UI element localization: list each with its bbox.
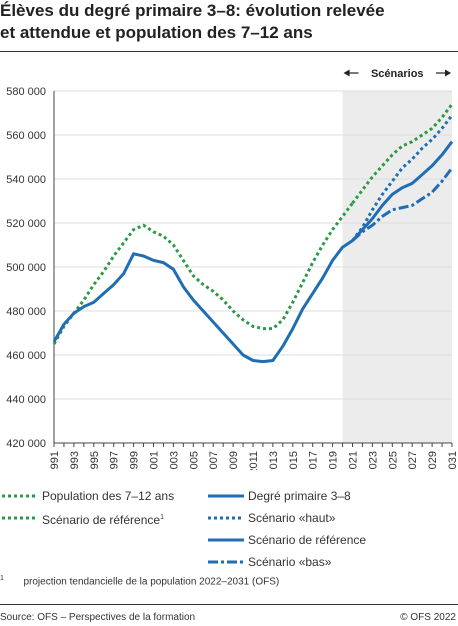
series-line-0 bbox=[52, 202, 354, 345]
x-tick-label: 2005 bbox=[188, 451, 200, 470]
legend: Population des 7–12 ans Scénario de réfé… bbox=[0, 488, 458, 569]
title-line-1: Élèves du degré primaire 3–8: évolution … bbox=[0, 1, 385, 20]
footnote-text: projection tendancielle de la population… bbox=[23, 576, 280, 588]
y-tick-label: 500 000 bbox=[6, 262, 46, 274]
x-tick-label: 1991 bbox=[49, 451, 61, 470]
title-line-2: et attendue et population des 7–12 ans bbox=[0, 23, 313, 42]
title-divider bbox=[0, 51, 458, 52]
x-tick-label: 2019 bbox=[328, 451, 340, 470]
x-tick-label: 1995 bbox=[89, 451, 101, 470]
x-tick-label: 2021 bbox=[348, 451, 360, 470]
series-line-5 bbox=[351, 167, 454, 242]
x-tick-label: 2023 bbox=[367, 451, 379, 470]
y-tick-label: 440 000 bbox=[6, 394, 46, 406]
y-tick-label: 420 000 bbox=[6, 438, 46, 450]
footnote: 1 projection tendancielle de la populati… bbox=[0, 575, 279, 587]
x-tick-label: 2001 bbox=[149, 451, 161, 470]
x-tick-label: 2009 bbox=[228, 451, 240, 470]
series-line-3 bbox=[351, 114, 454, 242]
x-tick-label: 2015 bbox=[288, 451, 300, 470]
scenario-arrowhead-left bbox=[343, 69, 350, 77]
x-tick-label: 2007 bbox=[208, 451, 220, 470]
legend-label-scenario-low: Scénario «bas» bbox=[248, 555, 332, 569]
legend-label-population: Population des 7–12 ans bbox=[42, 489, 175, 503]
series-line-1 bbox=[351, 103, 454, 205]
x-tick-label: 2017 bbox=[308, 451, 320, 470]
legend-label-pupils: Degré primaire 3–8 bbox=[248, 489, 351, 503]
scenario-arrowhead-right bbox=[445, 69, 451, 77]
y-tick-label: 580 000 bbox=[6, 86, 46, 98]
x-tick-label: 1999 bbox=[129, 451, 141, 470]
series-line-2 bbox=[52, 239, 354, 364]
y-tick-label: 540 000 bbox=[6, 174, 46, 186]
chart-title: Élèves du degré primaire 3–8: évolution … bbox=[0, 0, 458, 44]
copyright-text: © OFS 2022 bbox=[400, 612, 456, 623]
legend-label-scenario-high: Scénario «haut» bbox=[248, 511, 336, 525]
x-tick-label: 2027 bbox=[407, 451, 419, 470]
x-tick-label: 2003 bbox=[168, 451, 180, 470]
legend-label-population-reference: Scénario de référence1 bbox=[42, 513, 164, 527]
scenario-band-label: Scénarios bbox=[371, 68, 424, 80]
y-tick-label: 560 000 bbox=[6, 130, 46, 142]
y-tick-label: 520 000 bbox=[6, 218, 46, 230]
x-tick-label: 2031 bbox=[447, 451, 458, 470]
x-tick-label: 2013 bbox=[268, 451, 280, 470]
y-tick-label: 480 000 bbox=[6, 306, 46, 318]
x-tick-label: 1997 bbox=[109, 451, 121, 470]
line-chart: Scénarios 420 000 440 000 460 000 480 000 50… bbox=[6, 68, 458, 470]
y-tick-label: 460 000 bbox=[6, 350, 46, 362]
series-line-4 bbox=[351, 140, 454, 242]
footer-divider bbox=[0, 604, 458, 605]
x-tick-label: 2029 bbox=[427, 451, 439, 470]
x-tick-label: 2025 bbox=[387, 451, 399, 470]
x-tick-label: 2011 bbox=[248, 451, 260, 470]
legend-label-scenario-reference: Scénario de référence bbox=[248, 533, 367, 547]
x-tick-label: 1993 bbox=[69, 451, 81, 470]
source-text: Source: OFS – Perspectives de la formati… bbox=[0, 612, 196, 623]
footnote-marker: 1 bbox=[0, 575, 4, 582]
